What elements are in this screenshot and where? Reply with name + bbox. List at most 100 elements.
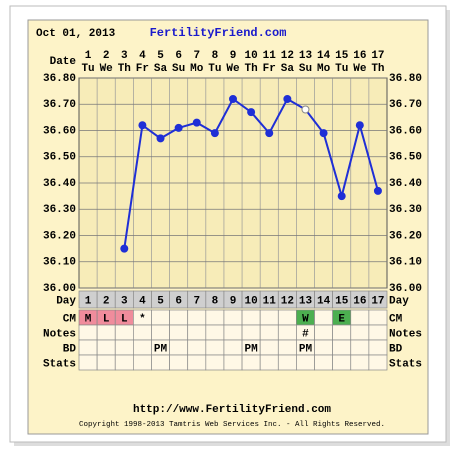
- weekday: Tu: [208, 63, 221, 75]
- y-tick-label: 36.70: [43, 99, 76, 111]
- bd-entry: PM: [245, 343, 259, 355]
- cell: [332, 339, 352, 356]
- cell: [241, 354, 261, 371]
- cell: [187, 309, 207, 326]
- cell: [259, 309, 279, 326]
- row-label-right: Day: [389, 295, 409, 307]
- row-label-right: Notes: [389, 328, 422, 340]
- cell: [350, 354, 370, 371]
- y-tick-label: 36.40: [43, 178, 76, 190]
- y-tick-label: 36.50: [43, 152, 76, 164]
- day-number: 14: [317, 50, 331, 62]
- y-tick-label-right: 36.70: [389, 99, 422, 111]
- cell: [332, 354, 352, 371]
- cell: [368, 339, 388, 356]
- cell: [223, 324, 243, 341]
- day-number: 7: [193, 295, 200, 307]
- cell: [114, 354, 134, 371]
- cell: [314, 309, 333, 326]
- day-number: 2: [103, 295, 110, 307]
- temperature-point: [138, 121, 147, 130]
- day-number: 11: [263, 50, 277, 62]
- weekday: Sa: [281, 63, 295, 75]
- day-number: 15: [335, 50, 349, 62]
- cell: [277, 324, 297, 341]
- y-tick-label-right: 36.40: [389, 178, 422, 190]
- day-number: 4: [139, 295, 146, 307]
- cm-entry: W: [302, 313, 309, 325]
- day-number: 8: [212, 295, 219, 307]
- weekday: We: [100, 63, 114, 75]
- y-tick-label-right: 36.10: [389, 257, 422, 269]
- cm-entry: *: [139, 313, 146, 325]
- day-number: 14: [317, 295, 331, 307]
- weekday: Tu: [81, 63, 94, 75]
- cell: [277, 309, 297, 326]
- row-label-right: Stats: [389, 358, 422, 370]
- row-label: CM: [63, 313, 77, 325]
- cell: [332, 324, 352, 341]
- temperature-point: [301, 105, 310, 114]
- day-number: 5: [157, 50, 164, 62]
- y-tick-label-right: 36.30: [389, 204, 422, 216]
- day-number: 13: [299, 295, 313, 307]
- day-number: 17: [371, 50, 384, 62]
- weekday: We: [226, 63, 240, 75]
- day-number: 9: [230, 50, 237, 62]
- temperature-point: [210, 129, 219, 138]
- cell: [78, 339, 98, 356]
- weekday: Th: [245, 63, 258, 75]
- cell: [96, 339, 116, 356]
- cell: [368, 290, 388, 309]
- y-tick-label-right: 36.50: [389, 152, 422, 164]
- y-tick-label-right: 36.20: [389, 230, 422, 242]
- y-tick-label-right: 36.80: [389, 73, 422, 85]
- day-number: 10: [245, 50, 258, 62]
- weekday: Fr: [136, 63, 149, 75]
- day-number: 11: [263, 295, 277, 307]
- temperature-point: [229, 95, 237, 103]
- cell: [96, 354, 116, 371]
- day-number: 15: [335, 295, 349, 307]
- day-number: 12: [281, 295, 294, 307]
- cell: [314, 324, 333, 341]
- day-number: 6: [175, 295, 182, 307]
- cell: [368, 354, 388, 371]
- weekday: Sa: [154, 63, 168, 75]
- cell: [259, 339, 279, 356]
- temperature-point: [337, 192, 346, 201]
- day-number: 1: [85, 295, 92, 307]
- cell: [368, 324, 388, 341]
- temperature-point: [355, 121, 364, 130]
- weekday: Su: [172, 63, 185, 75]
- cell: [350, 339, 370, 356]
- cell: [223, 339, 243, 356]
- weekday: Su: [299, 63, 312, 75]
- cell: [259, 354, 279, 371]
- y-tick-label-right: 36.00: [389, 283, 422, 295]
- day-number: 3: [121, 50, 128, 62]
- weekday: Th: [371, 63, 384, 75]
- cell: [187, 339, 207, 356]
- temperature-point: [247, 108, 256, 117]
- day-number: 8: [212, 50, 219, 62]
- weekday: Th: [118, 63, 131, 75]
- cell: [151, 324, 170, 341]
- copyright: Copyright 1998-2013 Tamtris Web Services…: [79, 421, 385, 429]
- cell: [277, 339, 297, 356]
- temperature-point: [192, 118, 201, 127]
- temperature-point: [265, 129, 274, 138]
- row-label: BD: [63, 343, 77, 355]
- footer-url: http://www.FertilityFriend.com: [133, 404, 331, 416]
- cell: [187, 354, 207, 371]
- weekday: We: [353, 63, 367, 75]
- cm-entry: L: [103, 313, 110, 325]
- row-label-right: BD: [389, 343, 403, 355]
- cell: [169, 354, 189, 371]
- y-tick-label: 36.80: [43, 73, 76, 85]
- cell: [205, 354, 225, 371]
- day-number: 13: [299, 50, 313, 62]
- y-tick-label: 36.30: [43, 204, 76, 216]
- cell: [277, 354, 297, 371]
